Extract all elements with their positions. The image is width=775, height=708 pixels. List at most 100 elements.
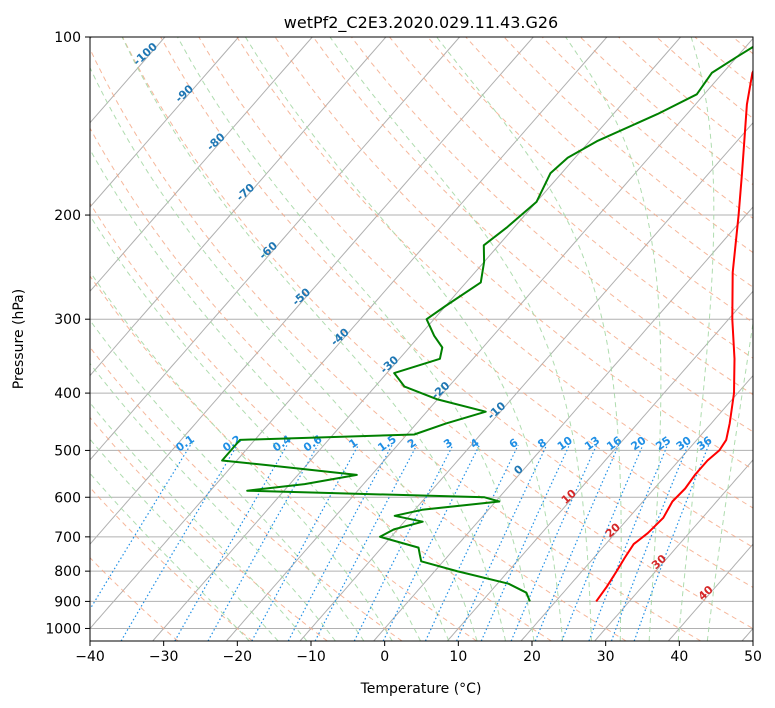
x-tick-label: −40	[75, 649, 105, 665]
mixing-ratio-line	[251, 444, 359, 641]
x-tick-label: −10	[296, 649, 326, 665]
mixing-ratio-line	[382, 444, 480, 641]
x-tick-label: 30	[597, 649, 615, 665]
dry-adiabat	[274, 37, 753, 471]
y-tick-label: 500	[54, 443, 81, 459]
dry-adiabat	[312, 37, 753, 433]
dry-adiabat	[732, 37, 753, 55]
dry-adiabat	[90, 47, 702, 641]
isotherm-line	[299, 121, 753, 641]
background-lines	[90, 37, 775, 641]
plot-frame	[89, 36, 754, 642]
x-axis-title: Temperature (°C)	[360, 681, 482, 697]
mixing-ratio-label: 0.1	[173, 433, 196, 455]
moist-adiabat	[90, 66, 478, 641]
y-tick-label: 200	[54, 208, 81, 224]
isotherm-label: -40	[328, 325, 352, 348]
mixing-ratio-label: 1	[347, 436, 361, 451]
isotherm-line	[226, 37, 753, 641]
mixing-ratio-line	[174, 444, 288, 641]
x-tick-label: 10	[449, 649, 467, 665]
moist-adiabat	[90, 438, 279, 641]
moist-adiabat	[706, 319, 753, 641]
mixing-ratio-line	[480, 444, 570, 641]
dry-adiabat	[90, 346, 403, 641]
x-tick-label: 40	[670, 649, 688, 665]
mixing-ratio-label: 0.2	[220, 433, 243, 455]
mixing-ratio-label: 4	[468, 436, 482, 451]
isotherm-line	[90, 37, 387, 377]
dewpoint-profile-line	[221, 45, 753, 602]
y-tick-label: 400	[54, 386, 81, 402]
dry-adiabat	[694, 37, 753, 87]
mixing-ratio-line	[633, 444, 710, 641]
moist-adiabat	[244, 37, 564, 641]
dry-adiabat	[618, 37, 753, 152]
mixing-ratio-line	[120, 444, 238, 641]
moist-adiabat	[177, 37, 535, 641]
y-tick-label: 100	[54, 30, 81, 46]
dry-adiabat	[90, 416, 328, 641]
isotherm-label: -80	[204, 130, 228, 153]
isotherm-line	[447, 290, 753, 641]
dry-adiabat	[121, 37, 753, 630]
mixing-ratio-line	[610, 444, 689, 641]
x-tick-label: 20	[523, 649, 541, 665]
dry-adiabat	[236, 37, 753, 509]
dry-adiabat	[389, 37, 753, 359]
mixing-ratio-line	[207, 444, 319, 641]
y-tick-label: 1000	[45, 621, 81, 637]
moist-adiabat	[565, 37, 662, 641]
y-tick-label: 900	[54, 594, 81, 610]
isotherm-line	[90, 37, 239, 208]
dry-adiabat	[90, 202, 552, 641]
mixing-ratio-line	[287, 444, 393, 641]
moist-adiabat	[90, 472, 250, 641]
isotherm-line	[90, 37, 313, 293]
mixing-ratio-line	[424, 444, 519, 641]
dry-adiabat	[541, 37, 753, 219]
x-tick-label: −20	[223, 649, 253, 665]
isotherm-line	[152, 37, 681, 641]
mixing-ratio-label: 0.4	[270, 432, 294, 454]
x-tick-label: 50	[744, 649, 762, 665]
x-axis: −40 −30 −20 −10 0 10 20 30 40 50	[75, 641, 762, 665]
mixing-ratio-line	[90, 444, 191, 611]
profile-lines	[221, 45, 753, 602]
dry-adiabat	[771, 37, 775, 641]
moist-adiabat	[677, 37, 715, 641]
isotherm-line	[373, 206, 753, 641]
moist-adiabat	[329, 37, 592, 641]
y-tick-label: 300	[54, 312, 81, 328]
isotherm-line	[90, 37, 534, 545]
dry-adiabat	[465, 37, 753, 288]
y-axis: 100 200 300 400 500 600 700 800 900 1000	[45, 30, 90, 637]
moist-adiabat	[90, 214, 421, 641]
isotherm-label: -60	[257, 239, 281, 262]
isotherm-line	[520, 374, 753, 641]
x-tick-label: 0	[380, 649, 389, 665]
mixing-ratio-label: 2	[405, 436, 419, 451]
dry-adiabat	[90, 486, 253, 641]
isotherm-label: 30	[649, 552, 669, 572]
dry-adiabat	[160, 37, 753, 588]
moist-adiabat	[90, 319, 365, 641]
isotherm-label: -90	[173, 82, 197, 105]
mixing-ratio-line	[561, 444, 644, 641]
moist-adiabat	[90, 270, 393, 641]
mixing-ratio-labels: 0.1 0.2 0.4 0.6 1 1.5 2 3 4 6 8 10 13 16 20 25 30 36	[173, 432, 714, 454]
moist-adiabat	[90, 362, 336, 641]
isotherm-label: -10	[485, 399, 509, 422]
mixing-ratio-label: 3	[441, 436, 455, 451]
isotherm-label: -100	[131, 40, 160, 68]
chart-title: wetPf2_C2E3.2020.029.11.43.G26	[284, 13, 558, 33]
y-tick-label: 600	[54, 490, 81, 506]
x-tick-label: −30	[149, 649, 179, 665]
moist-adiabat	[436, 37, 622, 641]
isotherm-label: 20	[603, 520, 623, 540]
y-tick-label: 800	[54, 564, 81, 580]
mixing-ratio-label: 0.6	[301, 432, 325, 454]
isotherm-label: 40	[696, 583, 716, 603]
mixing-ratio-line	[353, 444, 454, 641]
